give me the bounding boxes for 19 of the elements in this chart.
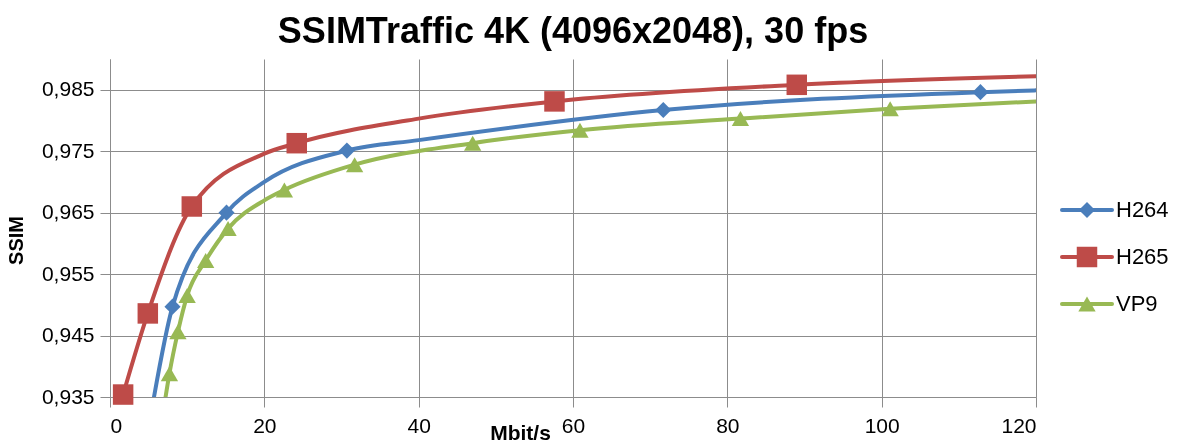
chart-title: SSIMTraffic 4K (4096x2048), 30 fps	[277, 10, 869, 51]
y-tick-label: 0,975	[41, 138, 95, 162]
y-tick-label: 0,945	[41, 323, 95, 347]
legend-label: VP9	[1116, 291, 1158, 316]
y-axis-title: SSIM	[4, 216, 27, 265]
x-axis-title: Mbit/s	[490, 420, 551, 444]
x-tick-label: 80	[716, 413, 740, 437]
y-tick-label: 0,935	[41, 384, 95, 408]
legend-label: H264	[1116, 197, 1169, 222]
x-tick-label: 120	[1001, 413, 1037, 437]
y-tick-label: 0,955	[41, 261, 95, 285]
x-tick-label: 100	[864, 413, 900, 437]
legend-label: H265	[1116, 244, 1169, 269]
x-tick-label: 40	[407, 413, 431, 437]
y-tick-label: 0,985	[41, 77, 95, 101]
x-tick-label: 20	[253, 413, 277, 437]
x-tick-label: 0	[110, 413, 123, 437]
y-tick-label: 0,965	[41, 200, 95, 224]
x-tick-label: 60	[561, 413, 586, 437]
